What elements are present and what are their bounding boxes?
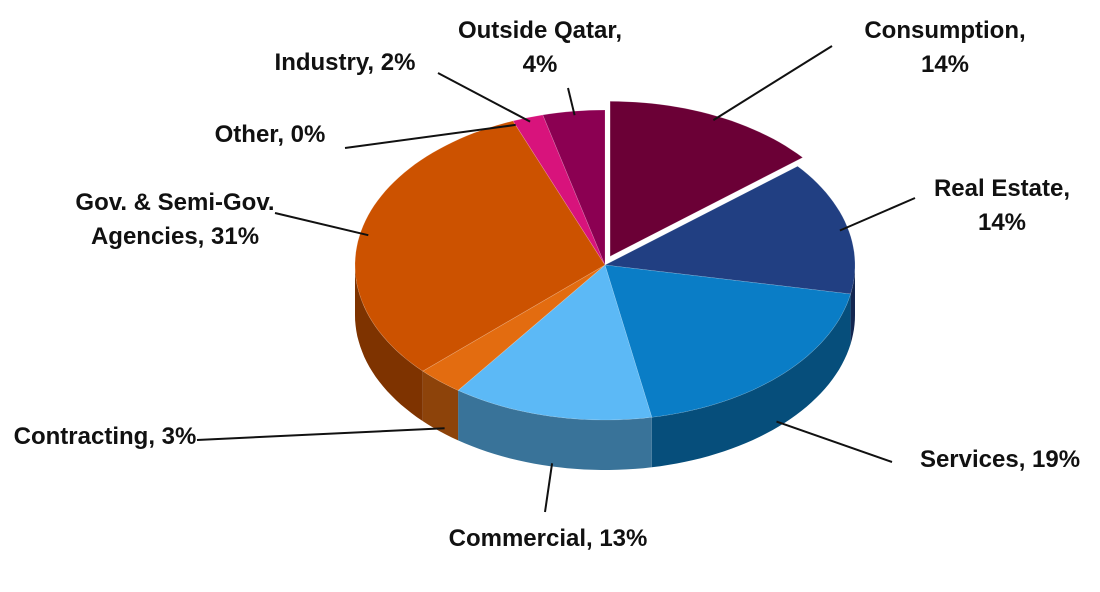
slice-side	[458, 390, 652, 470]
slice	[422, 264, 606, 391]
slice-side	[651, 294, 851, 468]
data-label: Industry, 2%	[274, 49, 416, 76]
leader-lines	[196, 45, 916, 513]
slice	[604, 264, 852, 418]
leader-line	[567, 87, 576, 116]
slice	[513, 120, 605, 266]
data-label: Commercial, 13%	[448, 525, 648, 552]
leader-line	[544, 463, 554, 513]
pie-sides	[355, 265, 855, 470]
data-label: Consumption, 14%	[864, 17, 1026, 78]
slice	[354, 120, 606, 372]
slice	[609, 100, 804, 257]
pie-tops	[354, 100, 856, 421]
leader-line	[712, 45, 833, 121]
leader-line	[437, 72, 531, 123]
leader-line	[344, 123, 516, 149]
leader-line	[776, 420, 893, 463]
slice-side	[850, 265, 855, 344]
data-label: Gov. & Semi-Gov. Agencies, 31%	[75, 189, 275, 250]
leader-line	[196, 427, 445, 441]
slice	[457, 264, 653, 421]
slice-side	[422, 371, 459, 441]
slice-side	[355, 265, 423, 422]
data-label: Services, 19%	[919, 446, 1081, 473]
data-label: Real Estate, 14%	[933, 175, 1071, 236]
data-label: Outside Qatar, 4%	[457, 17, 623, 78]
data-label: Other, 0%	[214, 121, 326, 148]
leader-line	[839, 197, 916, 232]
data-label: Contracting, 3%	[13, 423, 197, 450]
leader-line	[274, 212, 369, 237]
